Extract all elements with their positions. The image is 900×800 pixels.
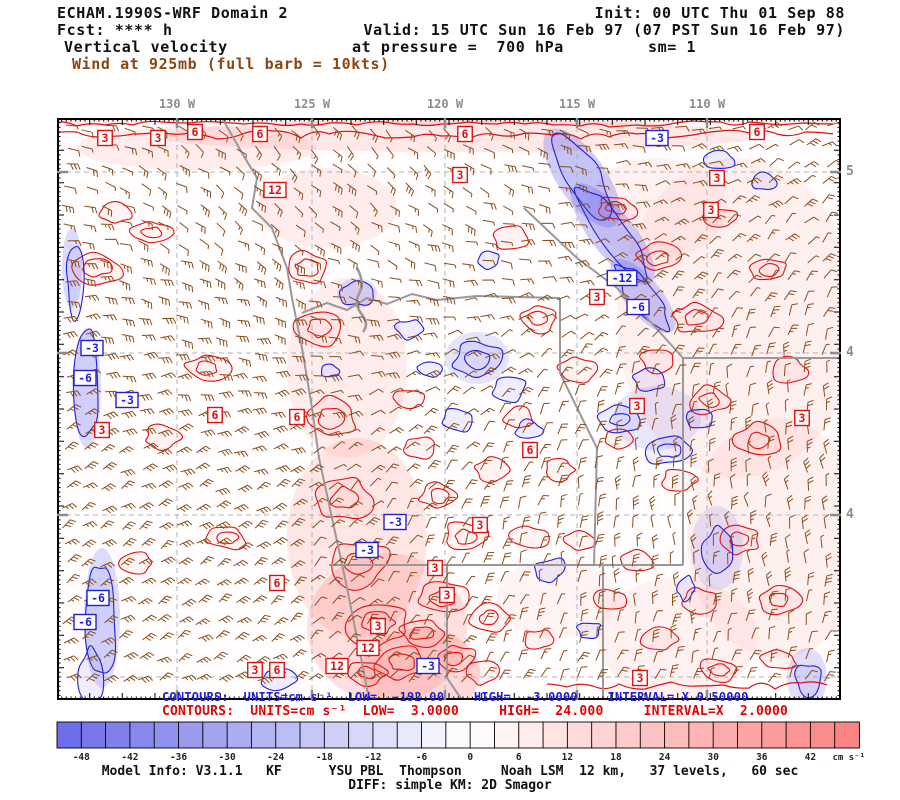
svg-text:6: 6	[754, 125, 761, 139]
lat-label-middle: 4	[846, 345, 854, 360]
svg-text:3: 3	[457, 168, 464, 182]
svg-text:-3: -3	[421, 659, 435, 673]
svg-text:-36: -36	[170, 752, 187, 763]
lon-label-120w: 120 W	[426, 97, 464, 111]
svg-text:6: 6	[294, 410, 301, 424]
svg-text:3: 3	[375, 619, 382, 633]
svg-text:-3: -3	[650, 131, 664, 145]
svg-text:3: 3	[637, 671, 644, 685]
svg-text:6: 6	[274, 663, 281, 677]
svg-text:-6: -6	[91, 591, 105, 605]
wind-barb-note: Wind at 925mb (full barb = 10kts)	[72, 55, 390, 73]
svg-text:18: 18	[610, 752, 622, 763]
svg-text:-3: -3	[85, 341, 99, 355]
model-info-line: Model Info: V3.1.1 KF YSU PBL Thompson N…	[101, 764, 799, 779]
blue-contour-legend: CONTOURS: UNITS=cm s⁻¹ LOW= -192.00 HIGH…	[162, 690, 749, 704]
svg-text:-12: -12	[364, 752, 381, 763]
svg-text:6: 6	[516, 752, 522, 763]
colorbar: -48 -42 -36 -30 -24 -18 -12 -6 0 6 12 18 24 30 36 42 cm …	[56, 721, 865, 763]
lat-label-top: 5	[846, 164, 854, 179]
svg-text:3: 3	[444, 588, 451, 602]
svg-text:12: 12	[330, 659, 344, 673]
svg-text:3: 3	[594, 290, 601, 304]
svg-text:6: 6	[192, 125, 199, 139]
svg-text:3: 3	[714, 171, 721, 185]
svg-text:6: 6	[212, 408, 219, 422]
svg-text:36: 36	[756, 752, 768, 763]
lat-label-bottom: 4	[846, 507, 854, 522]
lon-label-125w: 125 W	[293, 97, 331, 111]
svg-text:3: 3	[99, 423, 106, 437]
svg-text:-24: -24	[267, 752, 284, 763]
svg-text:-18: -18	[316, 752, 333, 763]
svg-text:-42: -42	[121, 752, 138, 763]
svg-text:-3: -3	[360, 543, 374, 557]
svg-text:-6: -6	[78, 371, 92, 385]
lon-label-130w: 130 W	[158, 97, 196, 111]
svg-text:3: 3	[708, 203, 715, 217]
pressure-level: at pressure = 700 hPa	[352, 38, 564, 56]
svg-text:-3: -3	[120, 393, 134, 407]
lon-label-115w: 115 W	[558, 97, 596, 111]
svg-text:-6: -6	[416, 752, 428, 763]
init-time: Init: 00 UTC Thu 01 Sep 88	[594, 4, 845, 22]
svg-text:cm s⁻¹: cm s⁻¹	[832, 753, 865, 763]
red-contour-legend: CONTOURS: UNITS=cm s⁻¹ LOW= 3.0000 HIGH=…	[162, 704, 789, 719]
svg-text:3: 3	[634, 399, 641, 413]
svg-text:12: 12	[268, 183, 282, 197]
svg-text:-6: -6	[631, 300, 645, 314]
forecast-hour: Fcst: **** h	[57, 21, 173, 39]
svg-text:3: 3	[252, 663, 259, 677]
svg-text:6: 6	[274, 576, 281, 590]
svg-text:-48: -48	[73, 752, 90, 763]
svg-text:6: 6	[527, 443, 534, 457]
valid-time: Valid: 15 UTC Sun 16 Feb 97 (07 PST Sun …	[363, 21, 845, 39]
svg-text:42: 42	[805, 752, 816, 763]
diffusion-info-line: DIFF: simple KM: 2D Smagor	[348, 778, 552, 793]
svg-text:3: 3	[799, 411, 806, 425]
svg-text:3: 3	[102, 131, 109, 145]
svg-text:3: 3	[432, 561, 439, 575]
svg-text:12: 12	[361, 641, 375, 655]
svg-text:0: 0	[467, 752, 473, 763]
model-title: ECHAM.1990S-WRF Domain 2	[57, 4, 289, 22]
svg-text:6: 6	[462, 127, 469, 141]
svg-text:30: 30	[707, 752, 719, 763]
svg-text:-6: -6	[78, 615, 92, 629]
svg-text:12: 12	[562, 752, 573, 763]
lon-label-110w: 110 W	[688, 97, 726, 111]
svg-text:3: 3	[477, 518, 484, 532]
svg-text:6: 6	[257, 127, 264, 141]
svg-text:3: 3	[155, 131, 162, 145]
smoothing-note: sm= 1	[648, 38, 697, 56]
field-name: Vertical velocity	[64, 38, 228, 56]
svg-text:-30: -30	[219, 752, 236, 763]
svg-text:-3: -3	[388, 515, 402, 529]
svg-text:-12: -12	[612, 271, 633, 285]
svg-text:24: 24	[659, 752, 671, 763]
